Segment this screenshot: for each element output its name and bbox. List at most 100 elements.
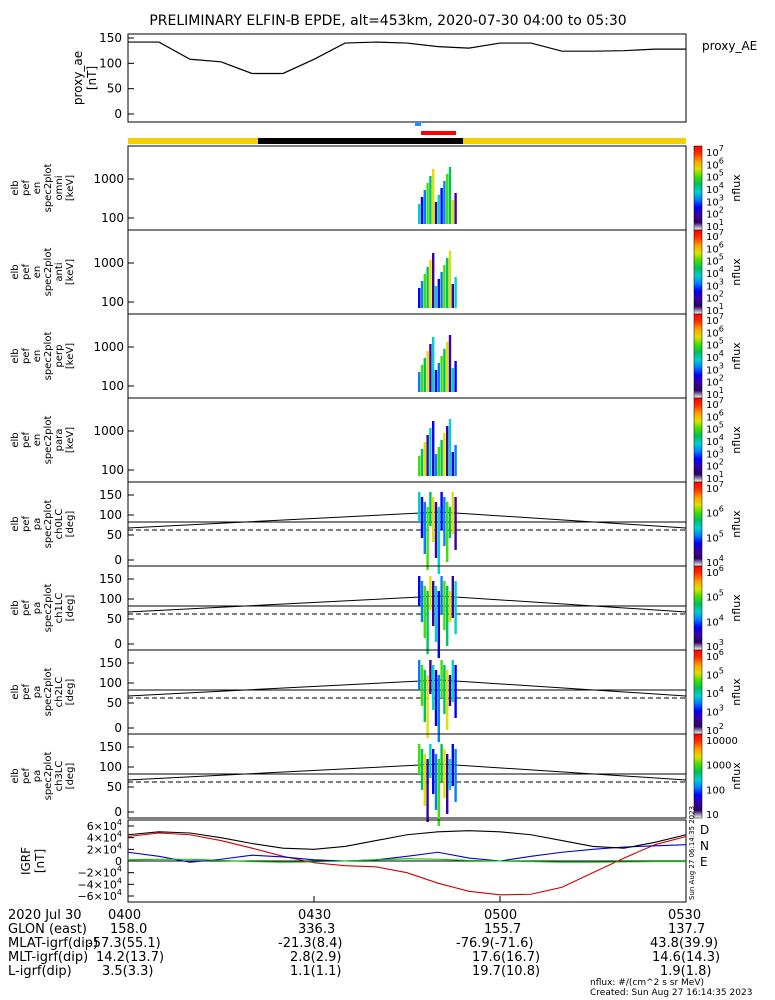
pa-colorbar-tick: 102: [706, 722, 724, 737]
energy-tick-1000: 1000: [93, 340, 124, 354]
pa-colorbar: [693, 649, 703, 735]
pa-ylabel: elb: [10, 516, 21, 531]
spec-colorbar-tick: 101: [706, 470, 724, 485]
spec-ylabel: en: [32, 182, 43, 195]
pa-colorbar-label: nflux: [730, 762, 743, 790]
spec-panel-frame-1: [127, 229, 687, 315]
spec-data-stripe: [451, 452, 454, 476]
spec-data-stripe: [426, 435, 429, 476]
pa-data-stripe: [432, 581, 435, 626]
footer-label-mlt: MLT-igrf(dip): [8, 950, 89, 965]
anti-loss-cone-line: [127, 595, 687, 613]
pa-data-stripe: [429, 576, 432, 610]
spec-ylabel: en: [32, 350, 43, 363]
pa-data-stripe: [418, 660, 421, 690]
pa-data-stripe: [418, 576, 421, 606]
pa-data-stripe: [446, 754, 449, 814]
pa-data-stripe: [454, 581, 457, 634]
pa-tick-label: 150: [99, 740, 122, 754]
igrf-legend-d: D: [700, 823, 709, 837]
spec-data-stripe: [429, 344, 432, 392]
spec-data-stripe: [437, 279, 440, 308]
spec-data-stripe: [418, 456, 421, 476]
footer-label-date: 2020 Jul 30: [8, 908, 82, 923]
spec-data-stripe: [443, 433, 446, 476]
pa-ylabel: ch1LC: [54, 593, 65, 624]
spec-colorbar-tick: 102: [706, 290, 724, 305]
spec-colorbar-tick: 101: [706, 386, 724, 401]
pa-colorbar-tick: 103: [706, 704, 724, 719]
pa-colorbar-tick: 1000: [706, 761, 731, 772]
spec-ylabel: elb: [10, 264, 21, 279]
spec-colorbar-tick: 106: [706, 240, 724, 255]
spec-ylabel: elb: [10, 180, 21, 195]
science-marker-red: [421, 131, 456, 135]
pa-ylabel: pef: [21, 516, 32, 533]
spec-data-stripe: [448, 335, 452, 392]
pa-data-stripe: [443, 749, 446, 798]
spec-data-stripe: [434, 202, 438, 224]
igrf-line-f: [127, 830, 687, 850]
pa-colorbar-tick: 103: [706, 638, 724, 653]
spec-colorbar-tick: 107: [706, 228, 724, 243]
spec-colorbar-tick: 101: [706, 302, 724, 317]
footer-mlt-0: 14.2(13.7): [96, 950, 165, 965]
spec-data-stripe: [423, 442, 426, 476]
spec-ylabel: spec2plot: [43, 164, 54, 213]
pa-tick-label: 100: [99, 760, 122, 774]
spec-data-stripe: [454, 361, 457, 392]
footer-l-1: 1.1(1.1): [290, 964, 342, 979]
footer-glon-3: 137.7: [668, 922, 706, 937]
footer-mlt-2: 17.6(16.7): [472, 950, 541, 965]
spec-colorbar: [693, 145, 703, 231]
spec-data-stripe: [448, 419, 452, 476]
spec-data-stripe: [451, 200, 454, 224]
spec-colorbar-tick: 106: [706, 156, 724, 171]
spec-colorbar-tick: 106: [706, 324, 724, 339]
spec-data-stripe: [437, 363, 440, 392]
pa-tick-label: 0: [114, 553, 122, 567]
pa-data-stripe: [418, 744, 421, 774]
footer-mlt-3: 14.6(14.3): [652, 950, 721, 965]
pa-data-stripe: [434, 586, 438, 642]
spec-data-stripe: [420, 365, 424, 392]
pa-data-stripe: [432, 497, 435, 542]
spec-colorbar-tick: 105: [706, 253, 724, 268]
pa-colorbar-tick: 10: [706, 810, 719, 821]
pa-data-stripe: [451, 744, 454, 786]
spec-data-stripe: [440, 356, 443, 392]
spec-data-stripe: [423, 190, 426, 224]
igrf-line-n: [127, 844, 687, 863]
pa-data-stripe: [443, 581, 446, 630]
spec-ylabel: pef: [21, 432, 32, 449]
spec-data-stripe: [434, 454, 438, 476]
pa-data-stripe: [429, 492, 432, 526]
pa-tick-label: 0: [114, 721, 122, 735]
igrf-ytick-label: 0: [115, 855, 122, 868]
spec-ylabel: pef: [21, 264, 32, 281]
spec-data-stripe: [418, 288, 421, 308]
spec-data-stripe: [440, 440, 443, 476]
spec-data-stripe: [423, 358, 426, 392]
pa-data-stripe: [437, 507, 440, 574]
pa-data-stripe: [418, 492, 421, 522]
pa-data-stripe: [440, 576, 443, 614]
science-marker-blue: [415, 122, 421, 126]
spec-ylabel: spec2plot: [43, 332, 54, 381]
spec-ylabel: [keV]: [65, 427, 76, 453]
pa-colorbar-tick: 10000: [706, 736, 738, 747]
footer-mlat-1: -21.3(8.4): [278, 936, 343, 951]
spec-colorbar-label: nflux: [730, 174, 743, 202]
pa-data-stripe: [451, 660, 454, 702]
pa-ylabel: spec2plot: [43, 752, 54, 801]
igrf-ylabel: IGRF: [19, 847, 33, 875]
spec-colorbar-tick: 104: [706, 349, 724, 364]
pa-data-stripe: [426, 759, 429, 822]
pa-ylabel: ch0LC: [54, 509, 65, 540]
spec-data-stripe: [451, 284, 454, 308]
spec-data-stripe: [437, 447, 440, 476]
pa-ylabel: [deg]: [65, 679, 76, 706]
pa-data-stripe: [437, 675, 440, 742]
spec-data-stripe: [437, 195, 440, 224]
pa-data-stripe: [448, 759, 452, 790]
